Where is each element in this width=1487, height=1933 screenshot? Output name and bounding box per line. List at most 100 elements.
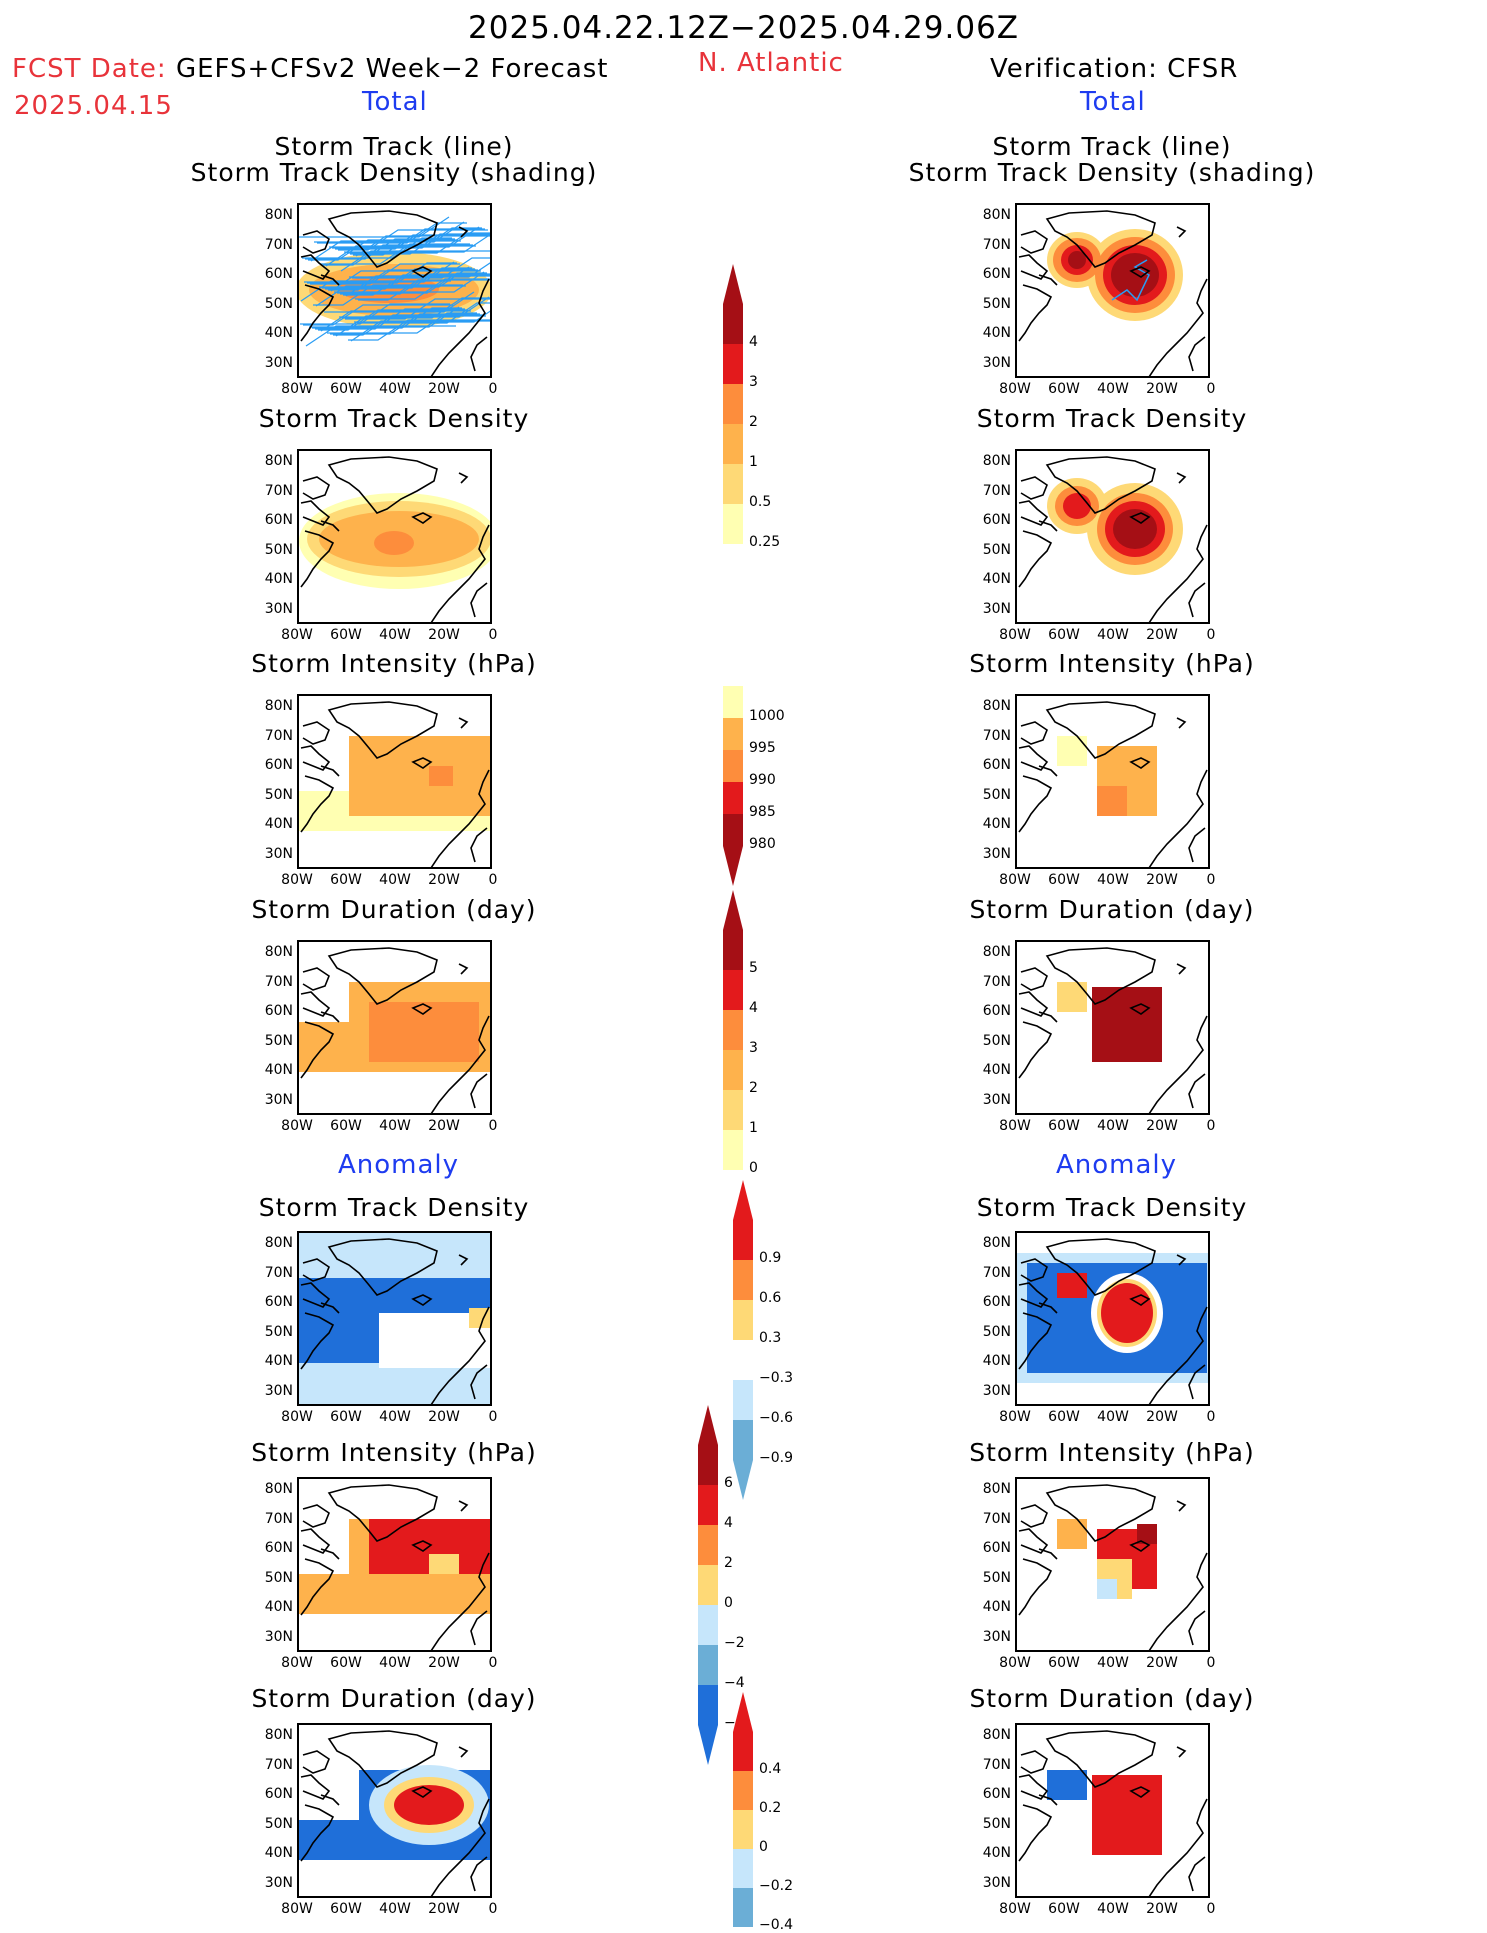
colorbar-arrow xyxy=(698,1405,718,1445)
coastline xyxy=(1018,284,1053,342)
lon-label: 80W xyxy=(999,1901,1031,1917)
lon-label: 20W xyxy=(428,1901,460,1917)
coastline xyxy=(1148,524,1208,622)
coastline xyxy=(1038,1548,1058,1560)
colorbar-segment xyxy=(723,750,743,782)
lat-label: 30N xyxy=(982,354,1011,371)
coastline xyxy=(1045,210,1156,268)
coastline xyxy=(430,769,490,867)
coastline xyxy=(1038,765,1058,777)
colorbar-segment xyxy=(733,1380,753,1420)
coastline xyxy=(1176,472,1187,484)
lat-label: 40N xyxy=(264,1845,293,1861)
coastline xyxy=(1020,476,1048,500)
map-right-intensity xyxy=(1015,694,1210,869)
lat-label: 40N xyxy=(264,816,293,832)
coastline xyxy=(320,1794,340,1806)
storm-track-line xyxy=(343,274,490,296)
storm-track-line xyxy=(320,310,471,332)
lat-label: 80N xyxy=(982,207,1011,223)
lon-label: 60W xyxy=(1048,381,1080,397)
coastline xyxy=(1129,266,1151,278)
panel-title-right-1a: Storm Track (line) xyxy=(992,132,1232,161)
coastline xyxy=(1188,1073,1206,1109)
lon-label: 40W xyxy=(1097,381,1129,397)
lat-label: 40N xyxy=(264,1062,293,1078)
panel-title-right-7: Storm Duration (day) xyxy=(969,1684,1255,1713)
storm-track-line xyxy=(310,240,461,262)
field-cell xyxy=(349,736,490,816)
lon-label: 60W xyxy=(1048,1655,1080,1671)
coastline xyxy=(470,1073,488,1109)
coastline xyxy=(411,1786,433,1798)
coastline xyxy=(300,1528,331,1554)
colorbar-arrow xyxy=(698,1725,718,1765)
coastline xyxy=(1018,991,1049,1017)
lat-label: 80N xyxy=(982,944,1011,960)
colorbar-segment xyxy=(723,344,743,384)
lon-label: 40W xyxy=(1097,1655,1129,1671)
fcst-prefix: FCST Date: xyxy=(12,54,167,84)
lon-label: 60W xyxy=(330,1118,362,1134)
region-label: N. Atlantic xyxy=(698,48,844,78)
lon-label: 80W xyxy=(999,1409,1031,1425)
lon-label: 60W xyxy=(330,1655,362,1671)
lat-label: 60N xyxy=(982,512,1011,528)
lat-label: 50N xyxy=(982,1032,1011,1049)
lat-label: 30N xyxy=(982,1874,1011,1891)
panel-title-left-1b: Storm Track Density (shading) xyxy=(190,158,598,187)
field-cell xyxy=(1057,1519,1087,1549)
panel-title-left-6: Storm Intensity (hPa) xyxy=(251,1438,537,1467)
coastline xyxy=(1038,274,1058,286)
coastline xyxy=(320,274,340,286)
colorbar-anom-density xyxy=(733,1180,753,1500)
coastline xyxy=(1129,1294,1151,1306)
coastline xyxy=(1018,500,1049,526)
panel-title-left-1a: Storm Track (line) xyxy=(274,132,514,161)
lon-label: 20W xyxy=(1146,1409,1178,1425)
colorbar-segment xyxy=(733,1260,753,1300)
storm-track-line xyxy=(305,238,455,260)
lat-label: 80N xyxy=(264,1727,293,1743)
lon-label: 20W xyxy=(1146,1901,1178,1917)
lon-label: 80W xyxy=(999,1118,1031,1134)
storm-track-line xyxy=(325,245,476,267)
lon-label: 80W xyxy=(281,1655,313,1671)
storm-track-line xyxy=(315,308,465,330)
colorbar-segment xyxy=(733,1849,753,1888)
coastline xyxy=(1018,1528,1049,1554)
lon-label: 60W xyxy=(330,627,362,643)
lat-label: 40N xyxy=(982,1353,1011,1369)
panel-title-right-3: Storm Intensity (hPa) xyxy=(969,649,1255,678)
coastline xyxy=(1176,717,1187,729)
lat-label: 70N xyxy=(982,1264,1011,1281)
lon-label: 20W xyxy=(1146,872,1178,888)
lat-label: 70N xyxy=(982,727,1011,744)
storm-track-line xyxy=(299,216,450,238)
coastline xyxy=(327,210,438,268)
colorbar-segment xyxy=(723,464,743,504)
colorbar-segment xyxy=(723,814,743,846)
lat-label: 60N xyxy=(264,512,293,528)
colorbar-label: 0.5 xyxy=(749,494,772,510)
lat-label: 50N xyxy=(264,1569,293,1586)
coastline xyxy=(458,1746,469,1758)
storm-track-line xyxy=(348,319,490,341)
lat-label: 60N xyxy=(264,266,293,282)
coastline xyxy=(1020,1504,1048,1528)
storm-track-line xyxy=(302,237,452,259)
lon-label: 0 xyxy=(1206,627,1216,643)
lat-label: 50N xyxy=(264,786,293,803)
coastline xyxy=(1148,1306,1208,1404)
panel-title-right-6: Storm Intensity (hPa) xyxy=(969,1438,1255,1467)
coastline xyxy=(302,1258,330,1282)
coastline xyxy=(1176,226,1187,238)
colorbar-label: 4 xyxy=(724,1515,733,1531)
lon-label: 60W xyxy=(330,381,362,397)
lon-label: 0 xyxy=(488,381,498,397)
field-ellipse xyxy=(1111,253,1159,297)
lat-label: 80N xyxy=(264,698,293,714)
coastline xyxy=(1045,947,1156,1005)
coastline xyxy=(458,472,469,484)
lon-label: 60W xyxy=(330,1901,362,1917)
